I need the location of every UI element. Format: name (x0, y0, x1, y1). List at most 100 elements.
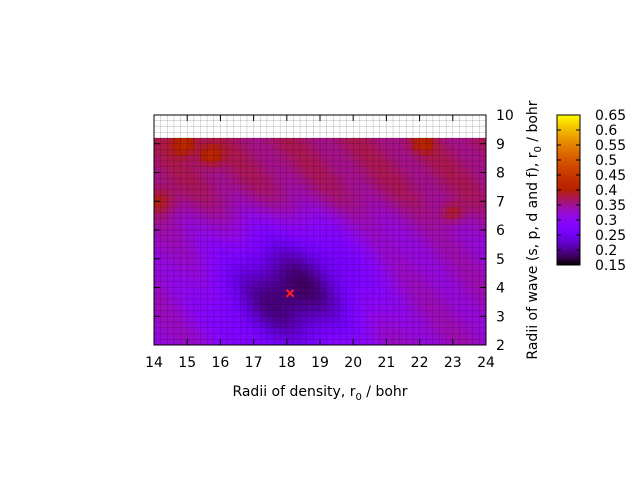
heatmap-cell (253, 316, 261, 323)
heatmap-cell (439, 293, 447, 300)
heatmap-cell (459, 310, 467, 317)
heatmap-cell (280, 258, 288, 265)
heatmap-cell (326, 143, 334, 150)
heatmap-cell (227, 224, 235, 231)
heatmap-cell (306, 230, 314, 237)
heatmap-cell (479, 316, 486, 323)
heatmap-cell (466, 276, 474, 283)
heatmap-cell (286, 166, 294, 173)
heatmap-cell (280, 287, 288, 294)
heatmap-cell (200, 264, 208, 271)
heatmap-cell (306, 195, 314, 202)
heatmap-cell (326, 195, 334, 202)
heatmap-cell (213, 270, 221, 277)
heatmap-cell (446, 258, 454, 265)
heatmap-cell (227, 189, 235, 196)
heatmap-cell (300, 293, 308, 300)
heatmap-cell (333, 189, 341, 196)
heatmap-cell (233, 264, 241, 271)
heatmap-cell (386, 287, 394, 294)
heatmap-cell (233, 333, 241, 340)
heatmap-cell (173, 322, 181, 329)
heatmap-cell (406, 339, 414, 345)
heatmap-cell (359, 281, 367, 288)
heatmap-cell (253, 247, 261, 254)
heatmap-cell (466, 212, 474, 219)
heatmap-cell (286, 310, 294, 317)
heatmap-cell (359, 218, 367, 225)
heatmap-cell (306, 224, 314, 231)
heatmap-cell (207, 281, 215, 288)
heatmap-cell (313, 333, 321, 340)
heatmap-cell (280, 218, 288, 225)
heatmap-cell (187, 212, 195, 219)
heatmap-cell (240, 161, 248, 168)
heatmap-cell (432, 184, 440, 191)
heatmap-cell (379, 316, 387, 323)
heatmap-cell (200, 230, 208, 237)
heatmap-cell (220, 293, 228, 300)
heatmap-cell (286, 253, 294, 260)
heatmap-cell (227, 195, 235, 202)
heatmap-cell (452, 212, 460, 219)
heatmap-cell (379, 241, 387, 248)
heatmap-cell (393, 155, 401, 162)
heatmap-cell (366, 184, 374, 191)
heatmap-cell (154, 276, 162, 283)
heatmap-cell (426, 207, 434, 214)
heatmap-cell (300, 184, 308, 191)
heatmap-cell (273, 138, 281, 145)
heatmap-cell (260, 207, 268, 214)
heatmap-cell (207, 270, 215, 277)
heatmap-cell (280, 253, 288, 260)
minimum-marker (285, 289, 295, 298)
heatmap-cell (160, 253, 168, 260)
heatmap-cell (167, 172, 175, 179)
heatmap-cell (472, 322, 480, 329)
heatmap-cell (246, 310, 254, 317)
heatmap-cell (260, 270, 268, 277)
heatmap-cell (426, 241, 434, 248)
heatmap-cell (213, 143, 221, 150)
heatmap-cell (320, 339, 328, 345)
heatmap-cell (359, 333, 367, 340)
heatmap-cell (167, 149, 175, 156)
heatmap-cell (266, 166, 274, 173)
heatmap-cell (399, 339, 407, 345)
heatmap-cell (386, 195, 394, 202)
heatmap-cell (459, 189, 467, 196)
heatmap-cell (167, 161, 175, 168)
heatmap-cell (187, 264, 195, 271)
heatmap-cell (207, 264, 215, 271)
heatmap-cell (187, 172, 195, 179)
heatmap-cell (339, 264, 347, 271)
heatmap-cell (432, 299, 440, 306)
heatmap-cell (313, 339, 321, 345)
heatmap-cell (320, 333, 328, 340)
heatmap-cell (293, 281, 301, 288)
heatmap-cell (346, 212, 354, 219)
heatmap-cell (339, 155, 347, 162)
heatmap-cell (173, 143, 181, 150)
heatmap-cell (399, 253, 407, 260)
heatmap-cell (393, 270, 401, 277)
heatmap-cell (472, 247, 480, 254)
heatmap-cell (393, 258, 401, 265)
heatmap-cell (333, 143, 341, 150)
heatmap-cell (353, 270, 361, 277)
heatmap-cell (426, 235, 434, 242)
heatmap-cell (412, 212, 420, 219)
heatmap-cell (286, 207, 294, 214)
heatmap-cell (233, 253, 241, 260)
heatmap-cell (406, 316, 414, 323)
heatmap-cell (379, 149, 387, 156)
heatmap-cell (393, 333, 401, 340)
heatmap-cell (353, 264, 361, 271)
heatmap-cell (412, 310, 420, 317)
heatmap-cell (333, 276, 341, 283)
heatmap-cell (386, 218, 394, 225)
heatmap-cell (200, 155, 208, 162)
heatmap-cell (193, 138, 201, 145)
heatmap-cell (167, 281, 175, 288)
heatmap-cell (293, 264, 301, 271)
